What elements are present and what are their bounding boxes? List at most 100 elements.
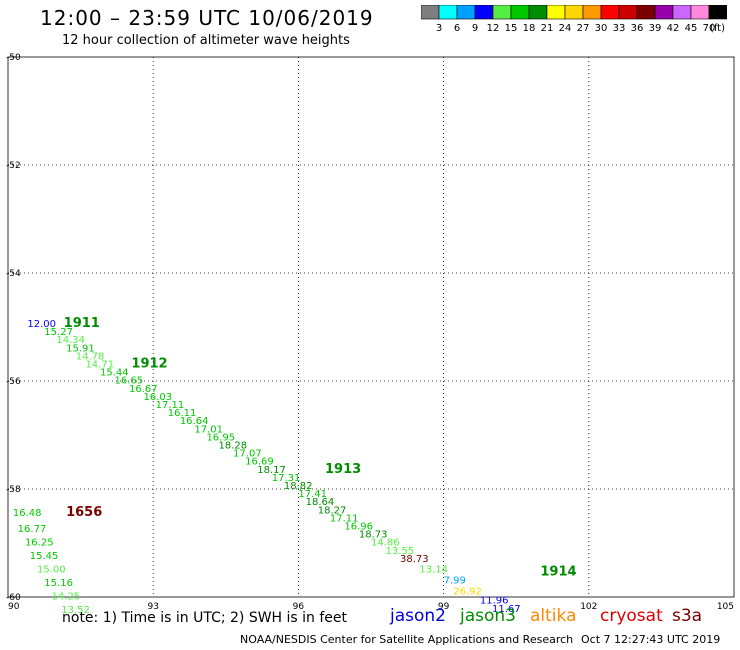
wave-height-obs: 14.34: [56, 335, 85, 346]
wave-height-obs: 15.16: [44, 578, 73, 589]
wave-height-obs: 16.65: [114, 376, 143, 387]
wave-height-obs: 15.27: [44, 327, 73, 338]
footer-timestamp: Oct 7 12:27:43 UTC 2019: [581, 633, 721, 646]
lat-tick-label: -50: [6, 53, 21, 63]
legend-jason2: jason2: [390, 606, 446, 626]
colorbar-swatch: [474, 5, 494, 20]
colorbar-label: 27: [577, 23, 590, 34]
colorbar-swatch: [510, 5, 530, 20]
wave-height-obs: 26.92: [453, 586, 482, 597]
wave-height-obs: 14.71: [85, 360, 114, 371]
wave-height-obs: 17.31: [272, 473, 301, 484]
colorbar-label: 18: [523, 23, 536, 34]
colorbar-label: 21: [541, 23, 554, 34]
wave-height-obs: 12.00: [27, 319, 56, 330]
wave-height-obs: 13.52: [61, 605, 90, 616]
lat-tick-label: -54: [6, 269, 21, 279]
colorbar-swatch: [600, 5, 620, 20]
footer-credit: NOAA/NESDIS Center for Satellite Applica…: [240, 633, 574, 646]
wave-height-obs: 16.11: [168, 408, 197, 419]
wave-height-obs: 16.64: [180, 416, 209, 427]
pass-number-label: 1911: [64, 316, 100, 331]
colorbar-swatch: [582, 5, 602, 20]
wave-height-obs: 18.64: [306, 497, 335, 508]
colorbar-label: 12: [487, 23, 500, 34]
colorbar-swatch: [636, 5, 656, 20]
lat-tick-label: -56: [6, 377, 21, 387]
wave-height-obs: 11.67: [492, 604, 521, 615]
wave-height-obs: 15.45: [30, 551, 59, 562]
wave-height-obs: 38.73: [400, 554, 429, 565]
wave-height-obs: 17.07: [233, 449, 262, 460]
lon-tick-label: 102: [580, 602, 597, 612]
colorbar-label: 42: [667, 23, 680, 34]
pass-number-label: 1912: [131, 357, 167, 372]
lon-tick-label: 105: [717, 602, 734, 612]
wave-height-obs: 18.82: [284, 481, 313, 492]
wave-height-obs: 16.03: [144, 392, 173, 403]
colorbar-label: 70: [703, 23, 716, 34]
colorbar-label: 3: [436, 23, 442, 34]
lat-tick-label: -60: [6, 593, 21, 603]
lon-tick-label: 99: [438, 602, 450, 612]
wave-height-obs: 17.01: [194, 424, 223, 435]
wave-height-obs: 14.86: [371, 538, 400, 549]
colorbar-swatch: [456, 5, 476, 20]
colorbar-legend: 3 6 9 12 15 18 21 24 27 30 33 36 39 42 45 70(ft): [421, 5, 727, 34]
wave-height-obs: 13.14: [419, 565, 448, 576]
colorbar-label: 9: [472, 23, 478, 34]
legend-jason3: jason3: [460, 606, 516, 626]
colorbar-swatch: [672, 5, 692, 20]
wave-height-obs: 18.17: [257, 465, 286, 476]
legend-cryosat: cryosat: [600, 606, 663, 626]
wave-height-obs: 18.27: [318, 505, 347, 516]
wave-height-obs: 16.77: [18, 524, 47, 535]
colorbar-swatch: [546, 5, 566, 20]
colorbar-label: 39: [649, 23, 662, 34]
colorbar-swatch: [528, 5, 548, 20]
colorbar-swatch: [564, 5, 584, 20]
legend-altika: altika: [530, 606, 577, 626]
wave-height-obs: 14.78: [76, 351, 105, 362]
colorbar-unit: (ft): [710, 23, 725, 34]
colorbar-label: 6: [454, 23, 460, 34]
wave-height-obs: 16.48: [13, 508, 42, 519]
colorbar-swatch: [421, 5, 440, 20]
wave-height-obs: 11.96: [480, 595, 509, 606]
map-frame: [7, 56, 735, 598]
colorbar-label: 33: [613, 23, 626, 34]
wave-height-obs: 18.28: [219, 441, 248, 452]
pass-number-label: 1913: [325, 462, 361, 477]
wave-height-obs: 15.44: [100, 368, 129, 379]
colorbar-label: 45: [685, 23, 698, 34]
wave-height-obs: 16.69: [245, 457, 274, 468]
page-title: 12:00 – 23:59 UTC 10/06/2019: [40, 6, 374, 30]
wave-height-obs: 16.67: [129, 384, 158, 395]
colorbar-swatch: [654, 5, 674, 20]
pass-number-label: 1914: [540, 564, 576, 579]
lon-tick-label: 93: [147, 602, 158, 612]
colorbar-swatch: [492, 5, 512, 20]
colorbar-label: 15: [505, 23, 518, 34]
pass-number-label: 1656: [66, 505, 102, 520]
colorbar-label: 36: [631, 23, 644, 34]
wave-height-obs: 14.25: [52, 592, 81, 603]
colorbar-label: 24: [559, 23, 572, 34]
wave-height-obs: 15.91: [66, 343, 95, 354]
colorbar-swatch: [618, 5, 638, 20]
footer-note: note: 1) Time is in UTC; 2) SWH is in fe…: [62, 610, 348, 626]
colorbar-label: 30: [595, 23, 608, 34]
colorbar-swatch: [690, 5, 710, 20]
wave-height-obs: 18.73: [359, 530, 388, 541]
lon-tick-label: 90: [8, 602, 20, 612]
wave-height-obs: 13.55: [386, 546, 415, 557]
lon-tick-label: 96: [293, 602, 305, 612]
wave-height-obs: 17.41: [298, 489, 327, 500]
page-subtitle: 12 hour collection of altimeter wave hei…: [62, 33, 350, 48]
wave-height-obs: 17.11: [156, 400, 185, 411]
legend-s3a: s3a: [672, 606, 703, 626]
wave-height-obs: 17.11: [330, 513, 359, 524]
colorbar-swatch: [708, 5, 727, 20]
wave-height-obs: 15.00: [37, 565, 66, 576]
